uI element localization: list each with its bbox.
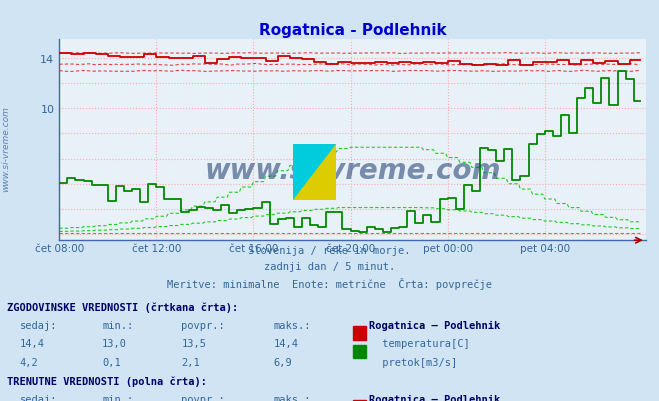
Text: sedaj:: sedaj: bbox=[20, 394, 57, 401]
Text: www.si-vreme.com: www.si-vreme.com bbox=[204, 156, 501, 184]
Text: povpr.:: povpr.: bbox=[181, 394, 225, 401]
Polygon shape bbox=[293, 144, 336, 200]
Text: zadnji dan / 5 minut.: zadnji dan / 5 minut. bbox=[264, 261, 395, 271]
Text: 2,1: 2,1 bbox=[181, 357, 200, 367]
Text: min.:: min.: bbox=[102, 320, 133, 330]
Text: 14,4: 14,4 bbox=[273, 338, 299, 348]
Text: 14,4: 14,4 bbox=[20, 338, 45, 348]
Text: Rogatnica – Podlehnik: Rogatnica – Podlehnik bbox=[369, 320, 500, 330]
FancyBboxPatch shape bbox=[353, 400, 366, 401]
Text: maks.:: maks.: bbox=[273, 394, 311, 401]
Text: sedaj:: sedaj: bbox=[20, 320, 57, 330]
Text: TRENUTNE VREDNOSTI (polna črta):: TRENUTNE VREDNOSTI (polna črta): bbox=[7, 375, 206, 386]
Text: 4,2: 4,2 bbox=[20, 357, 38, 367]
Text: min.:: min.: bbox=[102, 394, 133, 401]
Text: maks.:: maks.: bbox=[273, 320, 311, 330]
Text: povpr.:: povpr.: bbox=[181, 320, 225, 330]
Text: ZGODOVINSKE VREDNOSTI (črtkana črta):: ZGODOVINSKE VREDNOSTI (črtkana črta): bbox=[7, 302, 238, 312]
Text: 6,9: 6,9 bbox=[273, 357, 292, 367]
Text: Rogatnica – Podlehnik: Rogatnica – Podlehnik bbox=[369, 394, 500, 401]
Text: 13,5: 13,5 bbox=[181, 338, 206, 348]
FancyBboxPatch shape bbox=[353, 326, 366, 340]
Text: Meritve: minimalne  Enote: metrične  Črta: povprečje: Meritve: minimalne Enote: metrične Črta:… bbox=[167, 277, 492, 290]
Text: temperatura[C]: temperatura[C] bbox=[376, 338, 469, 348]
Text: 0,1: 0,1 bbox=[102, 357, 121, 367]
Polygon shape bbox=[293, 144, 336, 200]
Text: www.si-vreme.com: www.si-vreme.com bbox=[1, 105, 10, 191]
Text: Slovenija / reke in morje.: Slovenija / reke in morje. bbox=[248, 245, 411, 255]
Title: Rogatnica - Podlehnik: Rogatnica - Podlehnik bbox=[259, 22, 446, 38]
FancyBboxPatch shape bbox=[353, 345, 366, 358]
Text: 13,0: 13,0 bbox=[102, 338, 127, 348]
Text: pretok[m3/s]: pretok[m3/s] bbox=[376, 357, 457, 367]
